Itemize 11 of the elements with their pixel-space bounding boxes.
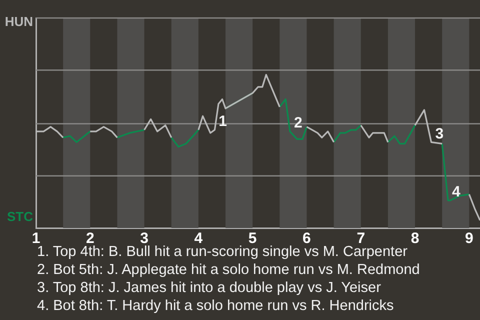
x-tick-label: 8	[410, 230, 420, 248]
annotation: 1	[218, 113, 228, 130]
annotation: 4	[452, 184, 462, 201]
text: 4. Bot 8th: T. Hardy hit a solo home run vs R. Hendricks	[37, 297, 395, 315]
annotation: 3	[435, 125, 444, 142]
text: 2. Bot 5th: J. Applegate hit a solo home run vs M. Redmond	[37, 261, 420, 279]
text: 3. Top 8th: J. James hit into a double play vs J. Yeiser	[37, 279, 382, 297]
x-tick-label: 9	[465, 230, 474, 248]
annotation: 2	[294, 114, 302, 132]
text: HUN	[4, 14, 33, 30]
text: STC	[7, 209, 34, 224]
